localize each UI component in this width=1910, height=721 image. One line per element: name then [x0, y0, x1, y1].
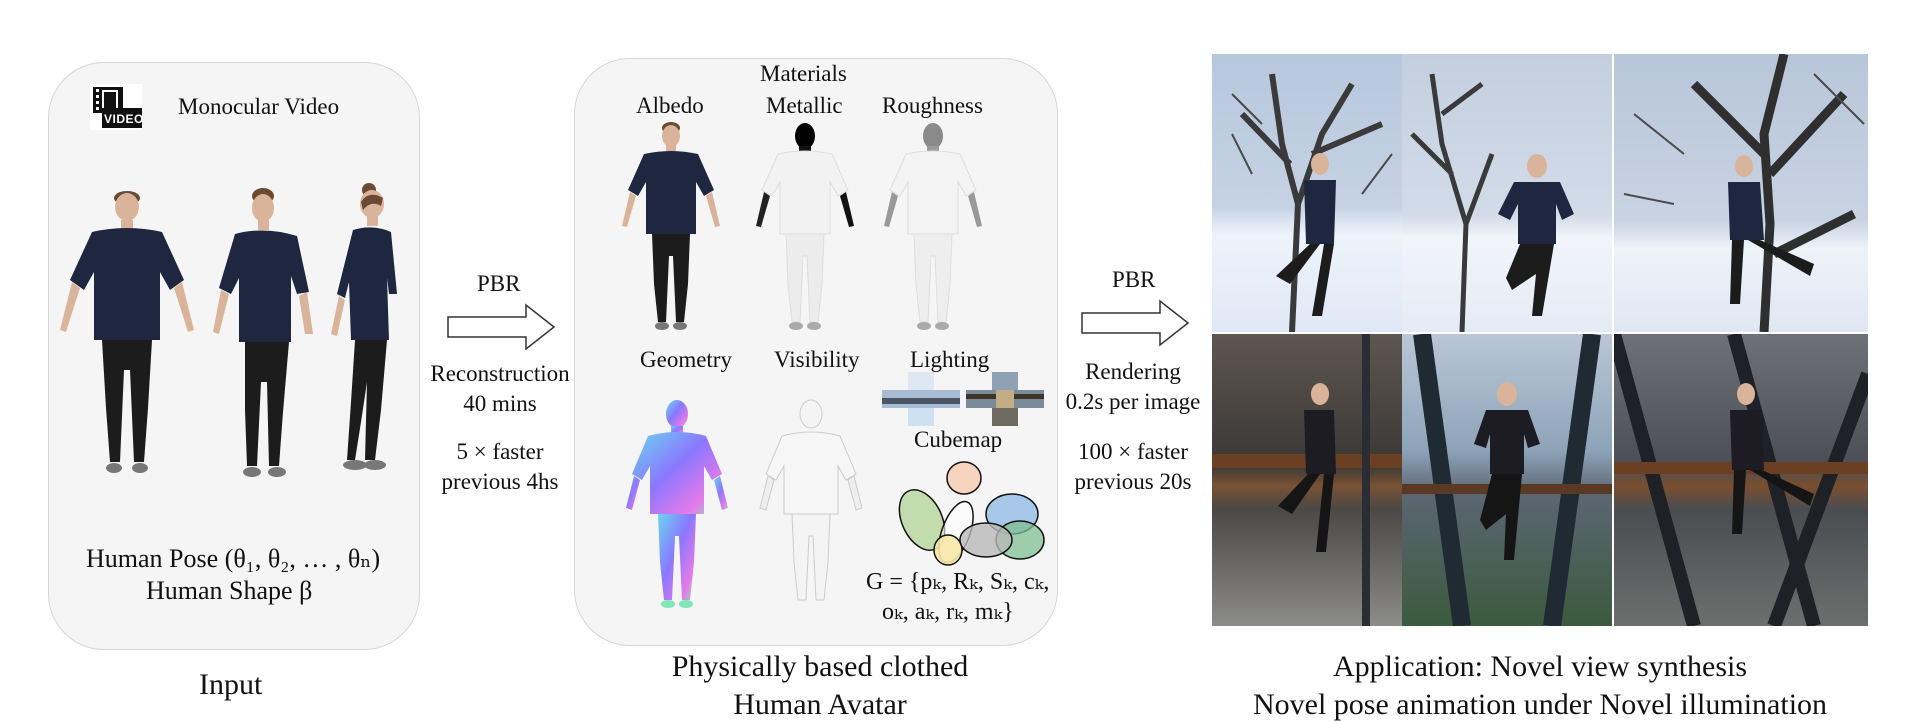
- lighting-label: Lighting: [910, 347, 990, 372]
- render-indoor-side: [1212, 334, 1402, 626]
- roughness-figure: [884, 123, 982, 330]
- arrow2-line2: 0.2s per image: [1065, 389, 1201, 414]
- input-person-side: [331, 183, 397, 470]
- arrow2-icon: [1081, 299, 1190, 347]
- metallic-label: Metallic: [766, 93, 843, 118]
- arrow1-line4: previous 4hs: [441, 469, 559, 494]
- video-icon: VIDEO: [90, 84, 144, 130]
- arrow1-line2: 40 mins: [463, 391, 537, 416]
- input-person-angle: [213, 188, 313, 477]
- materials-label: Materials: [760, 61, 847, 86]
- roughness-label: Roughness: [882, 93, 983, 118]
- geometry-label: Geometry: [640, 347, 732, 372]
- geometry-figure: [626, 400, 728, 608]
- arrow2-line4: previous 20s: [1074, 469, 1192, 494]
- cubemap-icon-right: [966, 372, 1044, 426]
- render-snow-tree: [1614, 54, 1868, 332]
- video-icon-text: VIDEO: [104, 112, 144, 126]
- render-snow-side: [1212, 54, 1402, 332]
- gaussian-formula-line1: G = {pₖ, Rₖ, Sₖ, cₖ,: [866, 569, 1050, 595]
- arrow1-line1: Reconstruction: [430, 361, 570, 386]
- avatar-caption-line2: Human Avatar: [733, 688, 907, 721]
- arrow1-pbr-label: PBR: [477, 271, 521, 296]
- cubemap-icon-left: [882, 372, 960, 426]
- input-caption: Input: [199, 668, 263, 701]
- input-title: Monocular Video: [178, 94, 340, 119]
- input-person-front: [60, 191, 194, 473]
- arrow2-line1: Rendering: [1085, 359, 1181, 384]
- cubemap-label: Cubemap: [914, 427, 1003, 452]
- visibility-figure: [759, 399, 863, 601]
- albedo-figure: [622, 122, 720, 330]
- arrow1-line3: 5 × faster: [456, 439, 544, 464]
- arrow2-line3: 100 × faster: [1077, 439, 1189, 464]
- metallic-figure: [756, 123, 854, 330]
- application-caption-line1: Application: Novel view synthesis: [1332, 650, 1748, 683]
- avatar-caption-line1: Physically based clothed: [671, 650, 969, 683]
- render-indoor-front: [1402, 334, 1612, 626]
- visibility-label: Visibility: [774, 347, 860, 372]
- render-snow-front: [1402, 54, 1612, 332]
- render-indoor-corner: [1614, 334, 1868, 626]
- application-caption-line2: Novel pose animation under Novel illumin…: [1252, 688, 1828, 721]
- human-pose-text: Human Pose (θ₁, θ₂, … , θₙ): [86, 544, 381, 573]
- arrow1-icon: [447, 303, 556, 351]
- gaussian-ellipses-icon: [898, 461, 1045, 566]
- albedo-label: Albedo: [636, 93, 704, 118]
- arrow2-pbr-label: PBR: [1112, 267, 1156, 292]
- gaussian-formula-line2: oₖ, aₖ, rₖ, mₖ}: [882, 599, 1014, 625]
- human-shape-text: Human Shape β: [146, 576, 313, 605]
